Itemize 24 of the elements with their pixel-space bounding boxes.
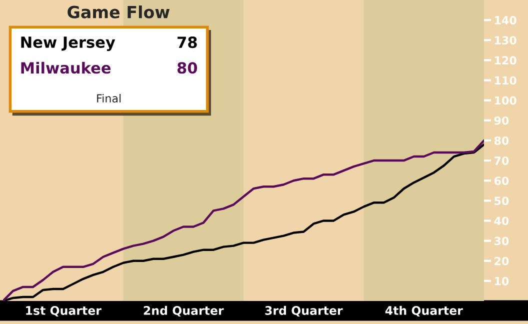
chart-title: Game Flow [68,5,170,18]
y-tick-label: 100 [494,96,516,105]
y-tick-label: 140 [494,16,516,24]
y-tick-label: 10 [494,276,509,286]
y-tick-label: 60 [494,176,509,185]
annotation: Final [97,94,121,103]
annotation: 80 [177,62,198,74]
y-tick-label: 80 [494,136,509,145]
text: 3rd Quarter [265,306,343,317]
annotation: 78 [178,36,197,48]
text: New Jersey [21,36,116,52]
text: Milwaukee [21,62,111,74]
y-tick-label: 90 [494,116,509,125]
text: 4th Quarter [385,306,463,317]
y-tick-label: 20 [494,256,509,266]
text: 1st Quarter [26,306,102,317]
y-tick-label: 40 [494,216,509,226]
y-tick-label: 30 [494,236,509,246]
y-tick-label: 70 [494,156,509,165]
y-tick-label: 120 [494,56,516,65]
y-tick-label: 110 [494,76,516,85]
y-tick-label: 130 [494,36,516,45]
y-tick-label: 50 [494,196,509,206]
text: 2nd Quarter [144,306,224,317]
